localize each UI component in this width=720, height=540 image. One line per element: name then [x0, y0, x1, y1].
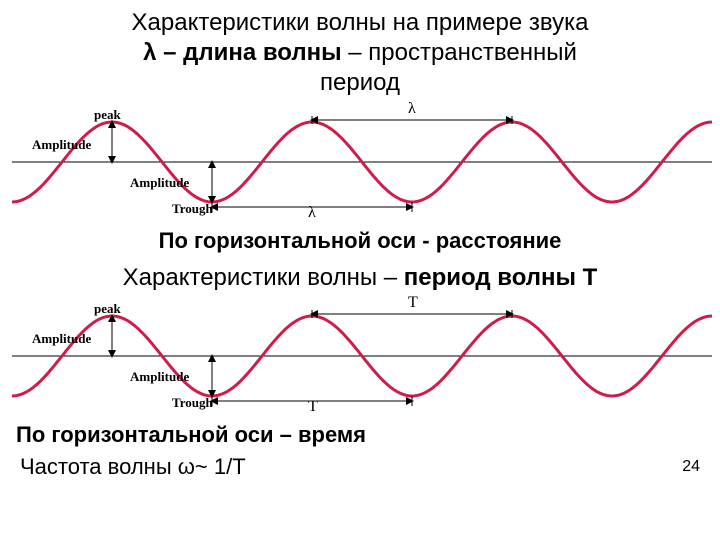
wave1-lambda-top: λ [408, 100, 416, 118]
wave2-amplitude-label-1: Amplitude [32, 332, 91, 345]
title-block: Характеристики волны на примере звука λ … [12, 8, 708, 98]
wave1-amplitude-label-1: Amplitude [32, 138, 91, 151]
subtitle-2-prefix: Характеристики волны – [123, 264, 404, 291]
bottom-row: Частота волны ω~ 1/Т 24 [12, 454, 708, 480]
wave2-T-top: T [408, 294, 418, 312]
wave2-t-bot-ar [406, 397, 414, 405]
wave1-trough-label: Trough [172, 202, 213, 215]
wave2-amp-up-tail [108, 350, 116, 358]
wave2-trough-label: Trough [172, 396, 213, 409]
wave1-amplitude-label-2: Amplitude [130, 176, 189, 189]
wave-diagram-2: peak Amplitude Amplitude Trough T T [12, 296, 712, 416]
wave1-lambda-bottom: λ [308, 204, 316, 222]
title-line-2: λ – длина волны – пространственный [12, 38, 708, 68]
wave1-amp-down-tail [208, 160, 216, 168]
title-line-2-suffix: – пространственный [342, 39, 577, 66]
wave1-amp-up-tail [108, 156, 116, 164]
wave1-peak-label: peak [94, 108, 121, 121]
wave-diagram-1: peak Amplitude Amplitude Trough λ λ [12, 102, 712, 222]
wave2-amp-down-tail [208, 354, 216, 362]
title-line-3: период [12, 68, 708, 98]
title-lambda-bold: λ – длина волны [143, 39, 342, 66]
wave2-peak-label: peak [94, 302, 121, 315]
frequency-text: Частота волны ω~ 1/Т [20, 454, 246, 480]
wave2-caption: По горизонтальной оси – время [16, 422, 708, 448]
subtitle-2: Характеристики волны – период волны Т [12, 264, 708, 292]
subtitle-2-bold: период волны Т [404, 264, 598, 291]
wave1-wl-bot-ar [406, 203, 414, 211]
title-line-1: Характеристики волны на примере звука [12, 8, 708, 38]
wave2-amplitude-label-2: Amplitude [130, 370, 189, 383]
page-number: 24 [682, 458, 700, 476]
wave1-caption: По горизонтальной оси - расстояние [12, 228, 708, 254]
wave2-T-bottom: T [308, 398, 318, 416]
